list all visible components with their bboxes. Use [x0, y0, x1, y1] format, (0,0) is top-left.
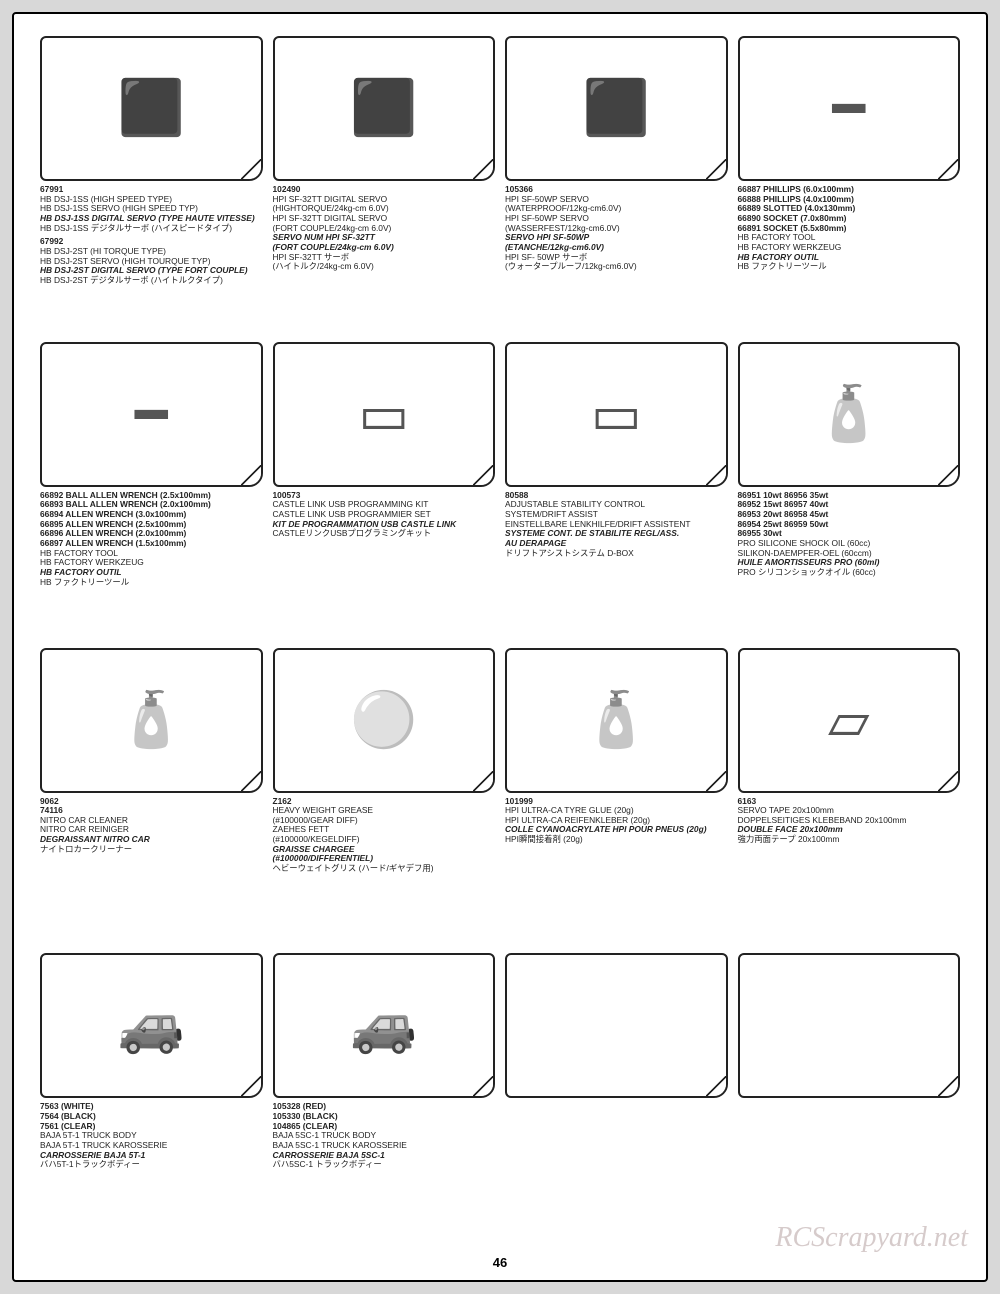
product-cell: 🚙 105328 (RED)105330 (BLACK)104865 (CLEAR…	[273, 953, 496, 1251]
product-cell: 🧴 101999HPI ULTRA-CA TYRE GLUE (20g)HPI U…	[505, 648, 728, 946]
product-text: 105366HPI SF-50WP SERVO(WATERPROOF/12kg-…	[505, 185, 728, 272]
product-image-box: 🧴	[505, 648, 728, 793]
product-text: 66892 BALL ALLEN WRENCH (2.5x100mm)66893…	[40, 491, 263, 588]
part-desc: バハ5SC-1 トラックボディー	[273, 1160, 496, 1170]
page: ⬛ 67991HB DSJ-1SS (HIGH SPEED TYPE)HB DSJ…	[12, 12, 988, 1282]
product-glyph: ▱	[828, 689, 870, 752]
product-image-box: ━	[738, 36, 961, 181]
part-desc: HB DSJ-1SS デジタルサーボ (ハイスピードタイプ)	[40, 224, 263, 234]
product-glyph: ⬛	[118, 77, 185, 140]
part-desc: HPI瞬間接着剤 (20g)	[505, 835, 728, 845]
product-image-box: 🚙	[40, 953, 263, 1098]
part-desc: HB ファクトリーツール	[738, 262, 961, 272]
product-text: 100573CASTLE LINK USB PROGRAMMING KITCAS…	[273, 491, 496, 539]
product-cell: ⬛ 105366HPI SF-50WP SERVO(WATERPROOF/12kg…	[505, 36, 728, 334]
part-desc: (ハイトルク/24kg-cm 6.0V)	[273, 262, 496, 272]
part-desc: ナイトロカークリーナー	[40, 845, 263, 855]
product-cell: ▭ 100573CASTLE LINK USB PROGRAMMING KITCA…	[273, 342, 496, 640]
product-cell	[505, 953, 728, 1251]
product-image-box	[738, 953, 961, 1098]
product-text: 906274116NITRO CAR CLEANERNITRO CAR REIN…	[40, 797, 263, 855]
product-glyph: 🚙	[350, 994, 417, 1057]
part-desc: HB ファクトリーツール	[40, 578, 263, 588]
product-text: 67991HB DSJ-1SS (HIGH SPEED TYPE)HB DSJ-…	[40, 185, 263, 286]
product-text: 105328 (RED)105330 (BLACK)104865 (CLEAR)…	[273, 1102, 496, 1170]
product-glyph: ▭	[358, 383, 409, 446]
product-text: 101999HPI ULTRA-CA TYRE GLUE (20g)HPI UL…	[505, 797, 728, 845]
product-cell: 🧴 906274116NITRO CAR CLEANERNITRO CAR REI…	[40, 648, 263, 946]
product-image-box: 🧴	[40, 648, 263, 793]
product-cell: 🧴 86951 10wt 86956 35wt86952 15wt 86957 4…	[738, 342, 961, 640]
product-image-box: ▱	[738, 648, 961, 793]
product-glyph: 🧴	[583, 689, 650, 752]
product-image-box: ▭	[505, 342, 728, 487]
product-text: 86951 10wt 86956 35wt86952 15wt 86957 40…	[738, 491, 961, 578]
product-image-box: ⬛	[505, 36, 728, 181]
product-glyph: 🚙	[118, 994, 185, 1057]
product-text: 102490HPI SF-32TT DIGITAL SERVO(HIGHTORQ…	[273, 185, 496, 272]
product-image-box: ⬛	[273, 36, 496, 181]
product-cell: ⬛ 102490HPI SF-32TT DIGITAL SERVO(HIGHTOR…	[273, 36, 496, 334]
product-glyph: 🧴	[118, 689, 185, 752]
part-number: 9062	[40, 797, 263, 807]
product-glyph: ━	[135, 383, 168, 446]
product-cell: ━ 66892 BALL ALLEN WRENCH (2.5x100mm)6689…	[40, 342, 263, 640]
part-desc: (ウォータープルーフ/12kg-cm6.0V)	[505, 262, 728, 272]
product-text: 7563 (WHITE)7564 (BLACK)7561 (CLEAR)BAJA…	[40, 1102, 263, 1170]
product-text: 6163SERVO TAPE 20x100mmDOPPELSEITIGES KL…	[738, 797, 961, 845]
product-cell: ▱ 6163SERVO TAPE 20x100mmDOPPELSEITIGES K…	[738, 648, 961, 946]
part-desc: PRO シリコンショックオイル (60cc)	[738, 568, 961, 578]
product-text: 66887 PHILLIPS (6.0x100mm)66888 PHILLIPS…	[738, 185, 961, 272]
product-image-box: 🚙	[273, 953, 496, 1098]
product-image-box: ⚪	[273, 648, 496, 793]
product-glyph: ⬛	[583, 77, 650, 140]
product-cell: 🚙 7563 (WHITE)7564 (BLACK)7561 (CLEAR)BAJ…	[40, 953, 263, 1251]
product-glyph: ⚪	[350, 689, 417, 752]
product-grid: ⬛ 67991HB DSJ-1SS (HIGH SPEED TYPE)HB DSJ…	[40, 36, 960, 1251]
product-cell: ⚪ Z162HEAVY WEIGHT GREASE(#100000/GEAR DI…	[273, 648, 496, 946]
part-desc: バハ5T-1トラックボディー	[40, 1160, 263, 1170]
page-number: 46	[40, 1255, 960, 1270]
part-desc: CASTLEリンクUSBプログラミングキット	[273, 529, 496, 539]
product-image-box: ⬛	[40, 36, 263, 181]
product-text: 80588ADJUSTABLE STABILITY CONTROLSYSTEM/…	[505, 491, 728, 559]
product-image-box: ━	[40, 342, 263, 487]
product-glyph: 🧴	[815, 383, 882, 446]
part-desc: ヘビーウェイトグリス (ハード/ギヤデフ用)	[273, 864, 496, 874]
product-image-box: 🧴	[738, 342, 961, 487]
product-image-box	[505, 953, 728, 1098]
product-glyph: ▭	[591, 383, 642, 446]
product-cell: ━ 66887 PHILLIPS (6.0x100mm)66888 PHILLIP…	[738, 36, 961, 334]
product-cell	[738, 953, 961, 1251]
part-desc: ドリフトアシストシステム D-BOX	[505, 549, 728, 559]
product-cell: ⬛ 67991HB DSJ-1SS (HIGH SPEED TYPE)HB DSJ…	[40, 36, 263, 334]
part-desc: 強力両面テープ 20x100mm	[738, 835, 961, 845]
part-desc: HB DSJ-2ST デジタルサーボ (ハイトルクタイプ)	[40, 276, 263, 286]
product-cell: ▭ 80588ADJUSTABLE STABILITY CONTROLSYSTEM…	[505, 342, 728, 640]
product-glyph: ⬛	[350, 77, 417, 140]
product-text: Z162HEAVY WEIGHT GREASE(#100000/GEAR DIF…	[273, 797, 496, 874]
product-image-box: ▭	[273, 342, 496, 487]
product-glyph: ━	[832, 77, 865, 140]
